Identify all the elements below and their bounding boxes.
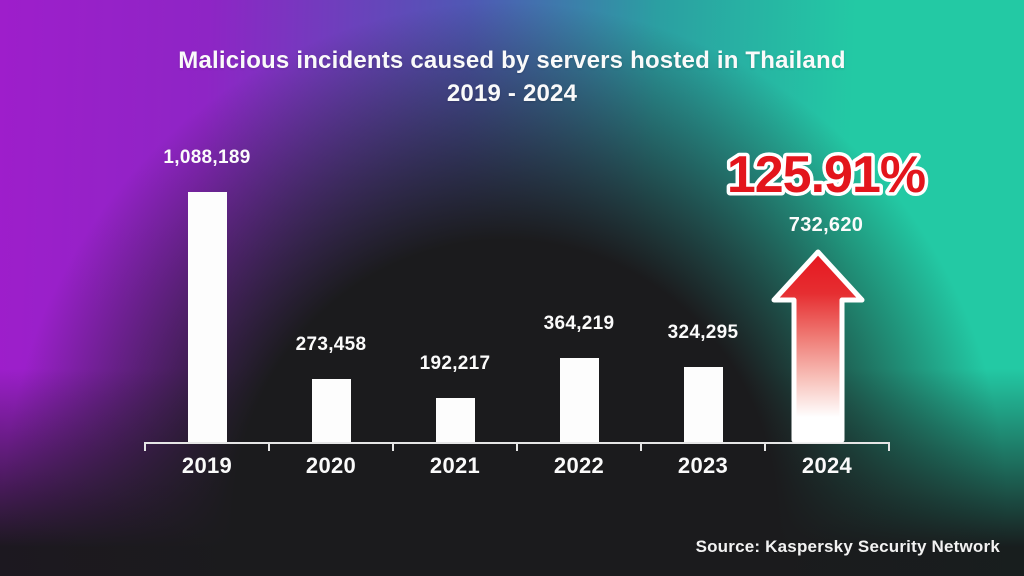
chart-title-line-2: 2019 - 2024 bbox=[446, 80, 578, 107]
bar-2023 bbox=[683, 367, 723, 442]
highlight-percent-text: 125.91% bbox=[727, 146, 925, 204]
bar-2021 bbox=[435, 398, 475, 442]
bar-value-2021: 192,217 bbox=[419, 353, 491, 374]
bar-value-2019: 1,088,189 bbox=[163, 147, 251, 168]
bar-2019 bbox=[187, 192, 227, 442]
x-axis-tick bbox=[764, 442, 766, 451]
bar-2022 bbox=[559, 358, 599, 442]
bar-value-2022: 364,219 bbox=[543, 313, 615, 334]
bar-value-2020: 273,458 bbox=[295, 334, 367, 355]
x-axis-tick bbox=[392, 442, 394, 451]
bar-2020 bbox=[311, 379, 351, 442]
chart-title-line-1: Malicious incidents caused by servers ho… bbox=[178, 47, 846, 74]
x-axis-tick bbox=[516, 442, 518, 451]
chart-title: Malicious incidents caused by servers ho… bbox=[0, 44, 1024, 110]
x-axis-label-2019: 2019 bbox=[181, 453, 233, 478]
x-axis-label-2020: 2020 bbox=[305, 453, 357, 478]
x-axis-label-2022: 2022 bbox=[553, 453, 605, 478]
x-axis-tick bbox=[144, 442, 146, 451]
bar-value-2023: 324,295 bbox=[667, 322, 739, 343]
x-axis-tick bbox=[888, 442, 890, 451]
x-axis-label-2021: 2021 bbox=[429, 453, 481, 478]
source-credit: Source: Kaspersky Security Network bbox=[695, 537, 1000, 556]
x-axis-label-2023: 2023 bbox=[677, 453, 729, 478]
up-arrow-icon bbox=[771, 249, 865, 443]
highlight-value-label: 732,620 bbox=[788, 214, 864, 236]
highlight-percent-label: 125.91% bbox=[723, 143, 929, 208]
x-axis-label-2024: 2024 bbox=[801, 453, 853, 478]
x-axis-tick bbox=[640, 442, 642, 451]
x-axis-tick bbox=[268, 442, 270, 451]
